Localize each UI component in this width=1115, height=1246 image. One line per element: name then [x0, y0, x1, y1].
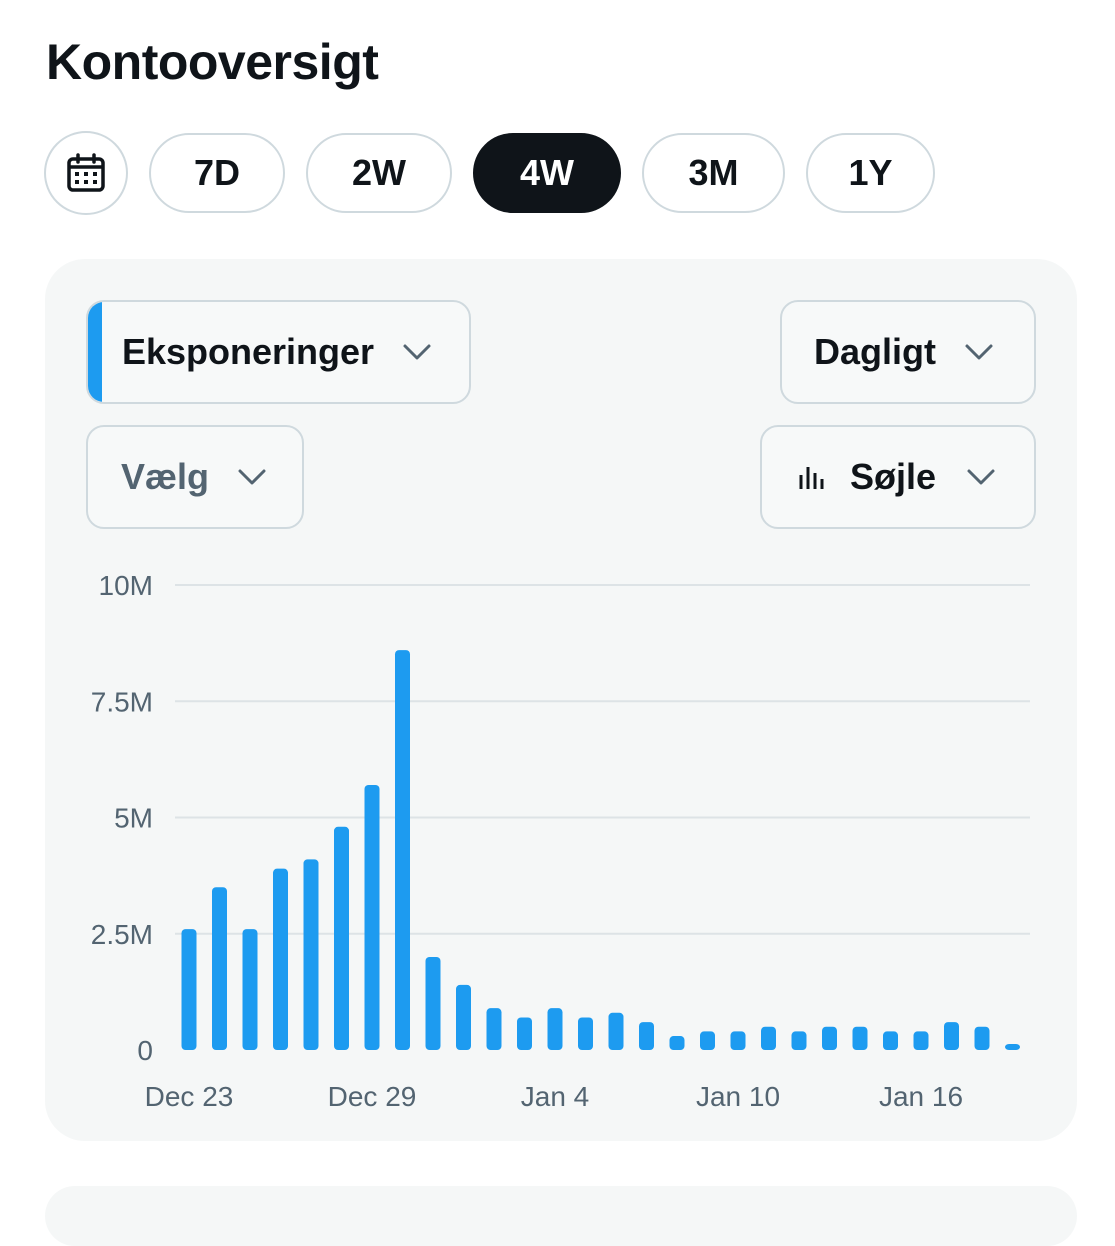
x-axis-labels: Dec 23 Dec 29 Jan 4 Jan 10 Jan 16 [145, 1081, 963, 1112]
x-tick-label: Dec 23 [145, 1081, 234, 1112]
metric-select-label: Eksponeringer [122, 331, 375, 372]
bar[interactable] [303, 859, 319, 1050]
chevron-down-icon [238, 469, 266, 485]
chevron-down-icon [965, 344, 993, 360]
bar[interactable] [181, 929, 197, 1050]
calendar-button[interactable] [44, 131, 128, 215]
chart-type-select[interactable]: Søjle [760, 425, 1036, 529]
bar[interactable] [913, 1031, 929, 1050]
metric-color-indicator [88, 302, 102, 402]
chart-type-select-label: Søjle [850, 456, 937, 497]
range-1y-button[interactable]: 1Y [806, 133, 935, 213]
y-tick-label: 0 [137, 1035, 153, 1066]
bar[interactable] [1005, 1044, 1020, 1050]
x-tick-label: Dec 29 [328, 1081, 417, 1112]
bar[interactable] [517, 1017, 532, 1050]
bar[interactable] [639, 1022, 654, 1050]
bar[interactable] [822, 1026, 837, 1050]
y-tick-label: 2.5M [91, 919, 153, 950]
calendar-icon [67, 153, 105, 192]
bar[interactable] [242, 929, 258, 1050]
bar[interactable] [334, 826, 349, 1050]
bar[interactable] [395, 650, 410, 1050]
bar[interactable] [608, 1012, 624, 1050]
y-axis-labels: 0 2.5M 5M 7.5M 10M [91, 570, 153, 1066]
bar[interactable] [730, 1031, 746, 1050]
page-title: Kontooversigt [46, 34, 379, 90]
bar[interactable] [212, 887, 227, 1050]
range-7d-button[interactable]: 7D [149, 133, 285, 213]
next-card [45, 1186, 1077, 1246]
chart-gridlines [175, 584, 1030, 935]
range-4w-button[interactable]: 4W [473, 133, 621, 213]
bar[interactable] [761, 1026, 776, 1050]
bar[interactable] [364, 784, 380, 1050]
bar[interactable] [852, 1026, 868, 1050]
range-2w-button[interactable]: 2W [306, 133, 452, 213]
bar[interactable] [273, 868, 288, 1050]
x-tick-label: Jan 10 [696, 1081, 780, 1112]
bar[interactable] [456, 984, 471, 1050]
bar[interactable] [974, 1026, 990, 1050]
chevron-down-icon [403, 344, 431, 360]
bar[interactable] [486, 1008, 502, 1050]
bar-chart-icon [799, 467, 824, 489]
chart-bars [181, 650, 1020, 1050]
interval-select[interactable]: Dagligt [780, 300, 1036, 404]
chevron-down-icon [967, 469, 995, 485]
bar[interactable] [700, 1031, 715, 1050]
x-tick-label: Jan 4 [521, 1081, 590, 1112]
metric-select[interactable]: Eksponeringer [86, 300, 471, 404]
bar[interactable] [669, 1036, 685, 1050]
bar[interactable] [425, 957, 441, 1050]
bar[interactable] [791, 1031, 807, 1050]
bar[interactable] [883, 1031, 898, 1050]
y-tick-label: 7.5M [91, 686, 153, 717]
impressions-bar-chart: 0 2.5M 5M 7.5M 10M Dec 23 Dec 29 Jan 4 Jan 10 Ja… [91, 570, 1030, 1112]
compare-select[interactable]: Vælg [86, 425, 304, 529]
y-tick-label: 5M [114, 803, 153, 834]
range-3m-button[interactable]: 3M [642, 133, 785, 213]
bar[interactable] [944, 1022, 959, 1050]
y-tick-label: 10M [99, 570, 153, 601]
compare-select-label: Vælg [121, 456, 210, 497]
bar[interactable] [547, 1008, 563, 1050]
bar[interactable] [578, 1017, 593, 1050]
interval-select-label: Dagligt [814, 331, 936, 372]
x-tick-label: Jan 16 [879, 1081, 963, 1112]
